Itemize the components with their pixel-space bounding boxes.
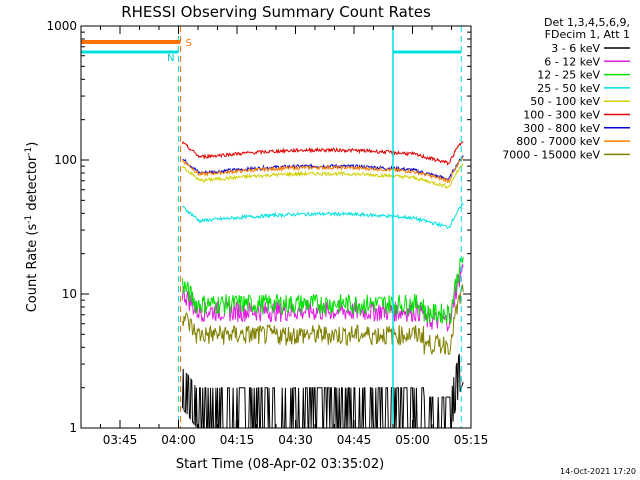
- legend-label: 6 - 12 keV: [544, 55, 600, 68]
- x-tick-label: 04:45: [337, 433, 372, 447]
- series-line-100-300-keV: [181, 141, 464, 166]
- series-line-25-50-keV: [182, 202, 464, 230]
- y-tick-label: 100: [54, 153, 77, 167]
- legend: Det 1,3,4,5,6,9, FDecim 1, Att 1 3 - 6 k…: [502, 16, 630, 161]
- plot-frame: [80, 25, 472, 429]
- night-label: N: [167, 53, 174, 64]
- series-line-50-100-keV: [181, 163, 464, 189]
- series-line-800-7000-keV: [182, 157, 464, 184]
- legend-label: 100 - 300 keV: [523, 109, 600, 122]
- legend-label: 12 - 25 keV: [537, 69, 600, 82]
- series-line-6-12-keV: [181, 264, 464, 332]
- x-tick-label: 05:00: [395, 433, 430, 447]
- y-tick-label: 10: [62, 287, 77, 301]
- y-axis-label: Count Rate (s-1 detector-1): [24, 142, 40, 313]
- legend-label: 7000 - 15000 keV: [502, 148, 600, 161]
- x-tick-label: 03:45: [103, 433, 138, 447]
- x-tick-label: 04:00: [161, 433, 196, 447]
- axes: 1 10 100 1000 03:45 04:00 04:15 04:30 04:45 05:00…: [46, 19, 488, 447]
- series-line-12-25-keV: [181, 256, 464, 325]
- interval-markers: NS: [81, 26, 462, 428]
- x-tick-label: 04:30: [278, 433, 313, 447]
- legend-label: 300 - 800 keV: [523, 122, 600, 135]
- y-tick-label: 1: [69, 421, 77, 435]
- series-line-3-6-keV: [181, 353, 464, 429]
- x-tick-label: 05:15: [454, 433, 489, 447]
- legend-label: 800 - 7000 keV: [516, 135, 600, 148]
- legend-header-line-2: FDecim 1, Att 1: [545, 28, 630, 41]
- x-tick-label: 04:15: [220, 433, 255, 447]
- x-axis-label: Start Time (08-Apr-02 03:35:02): [176, 457, 384, 472]
- footer-date: 14-Oct-2021 17:20: [560, 467, 636, 476]
- legend-label: 25 - 50 keV: [537, 82, 600, 95]
- legend-header-line-1: Det 1,3,4,5,6,9,: [544, 16, 630, 29]
- series-layer: [181, 141, 464, 429]
- legend-label: 50 - 100 keV: [530, 95, 600, 108]
- saa-label: S: [185, 38, 191, 49]
- series-line-7000-15000-keV: [181, 284, 464, 356]
- legend-label: 3 - 6 keV: [551, 42, 600, 55]
- y-tick-label: 1000: [46, 19, 77, 33]
- chart-title: RHESSI Observing Summary Count Rates: [121, 3, 431, 21]
